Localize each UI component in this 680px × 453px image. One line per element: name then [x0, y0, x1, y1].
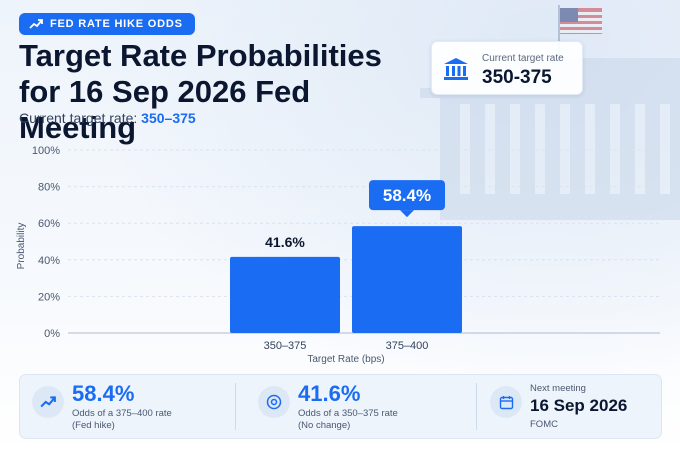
x-tick-label: 350–375	[264, 340, 307, 352]
rate-card-value: 350-375	[482, 67, 552, 88]
stat-hike-line1: Odds of a 375–400 rate	[72, 408, 172, 419]
stat-no-change-odds: 41.6% Odds of a 350–375 rate (No change)	[246, 375, 456, 438]
stat-no-change-value: 41.6%	[298, 381, 361, 406]
bank-icon	[444, 58, 468, 80]
stat-next-meeting: Next meeting 16 Sep 2026 FOMC	[486, 375, 661, 438]
y-tick-label: 80%	[38, 182, 60, 194]
stat-hike-odds: 58.4% Odds of a 375–400 rate (Fed hike)	[20, 375, 230, 438]
current-rate-card: Current target rate 350-375	[431, 41, 583, 95]
us-flag-icon	[560, 8, 602, 34]
highlighted-value-label: 58.4%	[369, 180, 445, 218]
y-tick-label: 60%	[38, 218, 60, 230]
rate-card-label: Current target rate	[482, 53, 564, 64]
next-meeting-date: 16 Sep 2026	[530, 396, 628, 415]
y-tick-label: 100%	[32, 145, 60, 157]
stat-hike-value: 58.4%	[72, 381, 135, 406]
bar-value-labels: 41.6% 58.4%	[265, 180, 445, 250]
y-tick-label: 40%	[38, 255, 60, 267]
subtitle-value: 350–375	[141, 110, 196, 126]
stat-icon-circle	[32, 386, 64, 418]
bar	[230, 256, 340, 333]
y-axis-label: Probability	[16, 223, 27, 270]
current-rate-subtitle: Current target rate: 350–375	[19, 110, 196, 126]
value-label-bubble	[369, 180, 445, 211]
bar-value-label: 58.4%	[383, 186, 431, 205]
trend-up-icon	[40, 396, 56, 408]
stats-panel: 58.4% Odds of a 375–400 rate (Fed hike) …	[19, 374, 662, 439]
stat-no-change-line1: Odds of a 350–375 rate	[298, 408, 398, 419]
stat-no-change-line2: (No change)	[298, 420, 351, 431]
x-axis-ticks: 350–375 375–400	[264, 340, 429, 352]
y-tick-label: 0%	[44, 328, 60, 340]
stats-divider	[476, 383, 477, 430]
target-icon	[266, 394, 282, 410]
y-axis-ticks: 0% 20% 40% 60% 80% 100%	[32, 145, 60, 340]
chart-bars	[230, 226, 462, 333]
fed-rate-hike-badge: FED RATE HIKE ODDS	[19, 13, 195, 35]
stat-icon-circle	[258, 386, 290, 418]
next-meeting-sub: FOMC	[530, 419, 558, 430]
stats-divider	[235, 383, 236, 430]
stat-hike-line2: (Fed hike)	[72, 420, 115, 431]
x-tick-label: 375–400	[386, 340, 429, 352]
page-title: Target Rate Probabilities for 16 Sep 202…	[19, 38, 382, 145]
badge-label: FED RATE HIKE ODDS	[50, 18, 183, 30]
x-axis-label: Target Rate (bps)	[307, 354, 384, 365]
bar-value-label: 41.6%	[265, 234, 305, 250]
trend-up-icon	[29, 19, 43, 29]
calendar-icon	[499, 395, 513, 409]
value-label-pointer	[400, 210, 414, 218]
subtitle-label: Current target rate:	[19, 110, 138, 126]
stat-icon-circle	[490, 386, 522, 418]
next-meeting-label: Next meeting	[530, 383, 586, 394]
bar	[352, 226, 462, 333]
probability-bar-chart: 0% 20% 40% 60% 80% 100% 41.6% 58.4% 350–375 375…	[16, 145, 660, 365]
y-tick-label: 20%	[38, 291, 60, 303]
